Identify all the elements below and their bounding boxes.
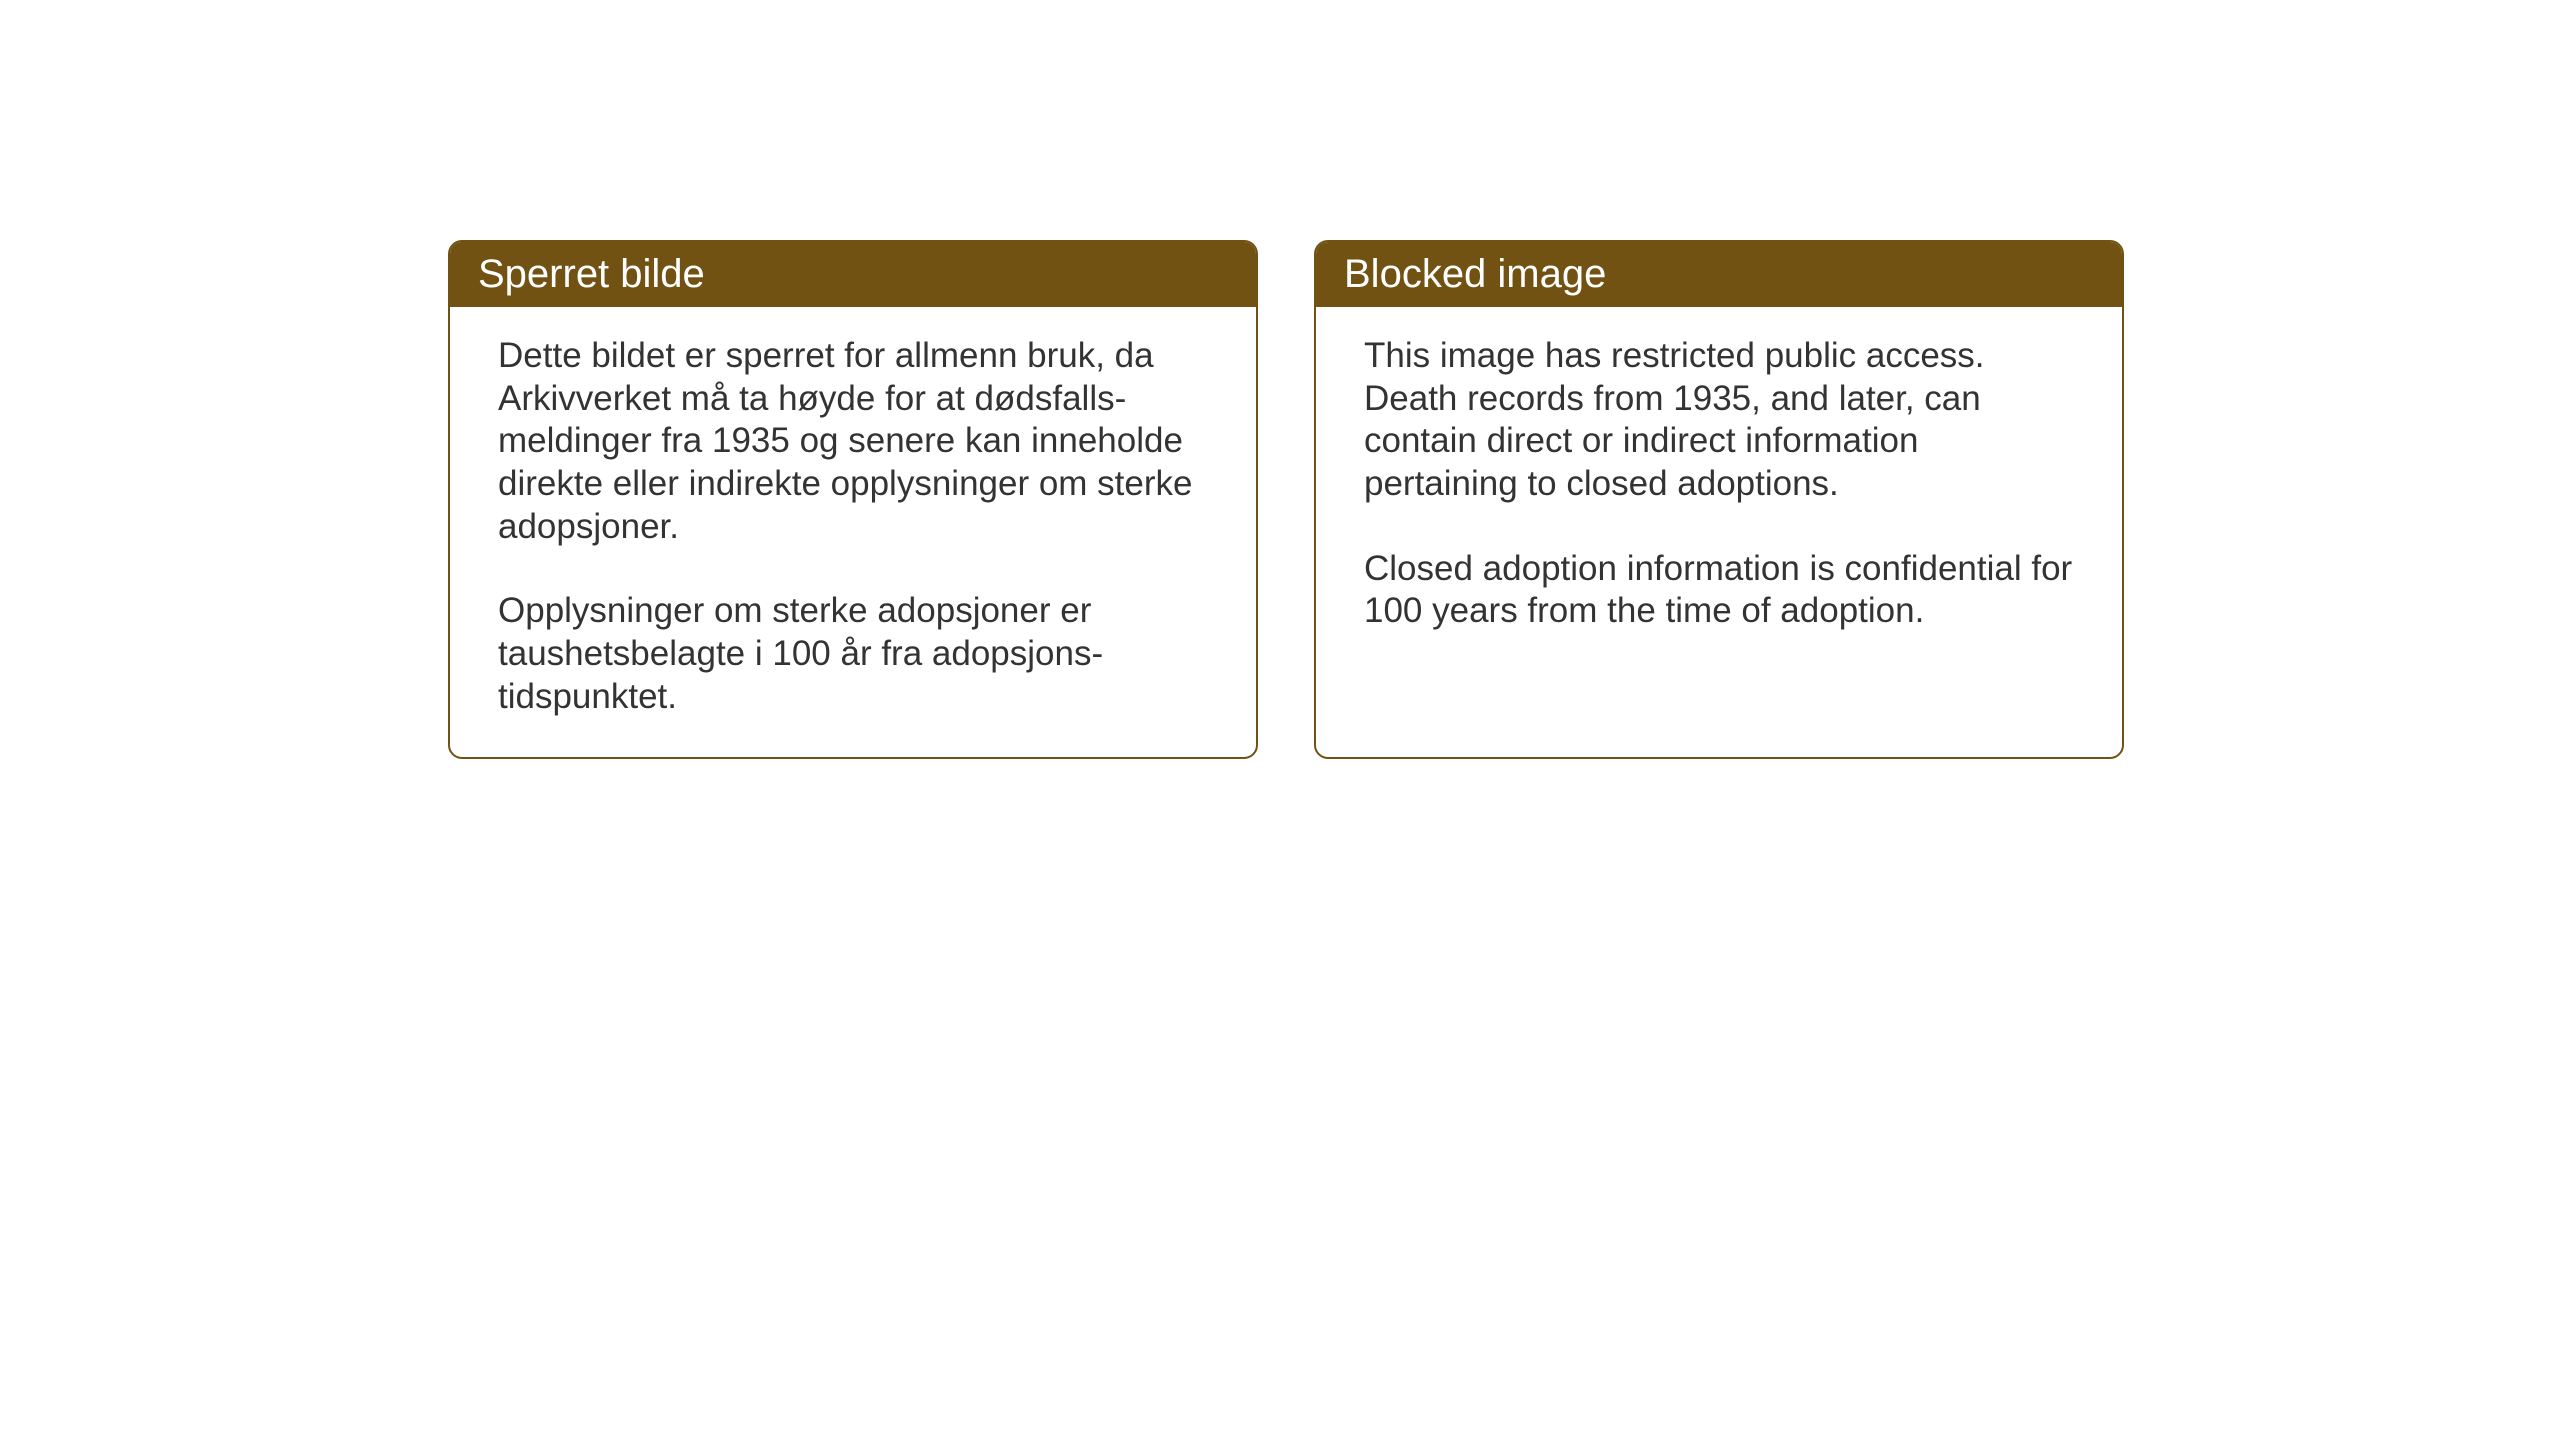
notice-card-english: Blocked image This image has restricted …: [1314, 240, 2124, 759]
card-body-norwegian: Dette bildet er sperret for allmenn bruk…: [450, 307, 1256, 757]
card-header-norwegian: Sperret bilde: [450, 242, 1256, 307]
card-paragraph-2-english: Closed adoption information is confident…: [1364, 548, 2074, 633]
notice-cards-container: Sperret bilde Dette bildet er sperret fo…: [448, 240, 2124, 759]
card-title-norwegian: Sperret bilde: [478, 252, 705, 296]
card-title-english: Blocked image: [1344, 252, 1606, 296]
card-body-english: This image has restricted public access.…: [1316, 307, 2122, 747]
card-paragraph-1-english: This image has restricted public access.…: [1364, 335, 2074, 506]
card-header-english: Blocked image: [1316, 242, 2122, 307]
notice-card-norwegian: Sperret bilde Dette bildet er sperret fo…: [448, 240, 1258, 759]
card-paragraph-1-norwegian: Dette bildet er sperret for allmenn bruk…: [498, 335, 1208, 548]
card-paragraph-2-norwegian: Opplysninger om sterke adopsjoner er tau…: [498, 590, 1208, 718]
